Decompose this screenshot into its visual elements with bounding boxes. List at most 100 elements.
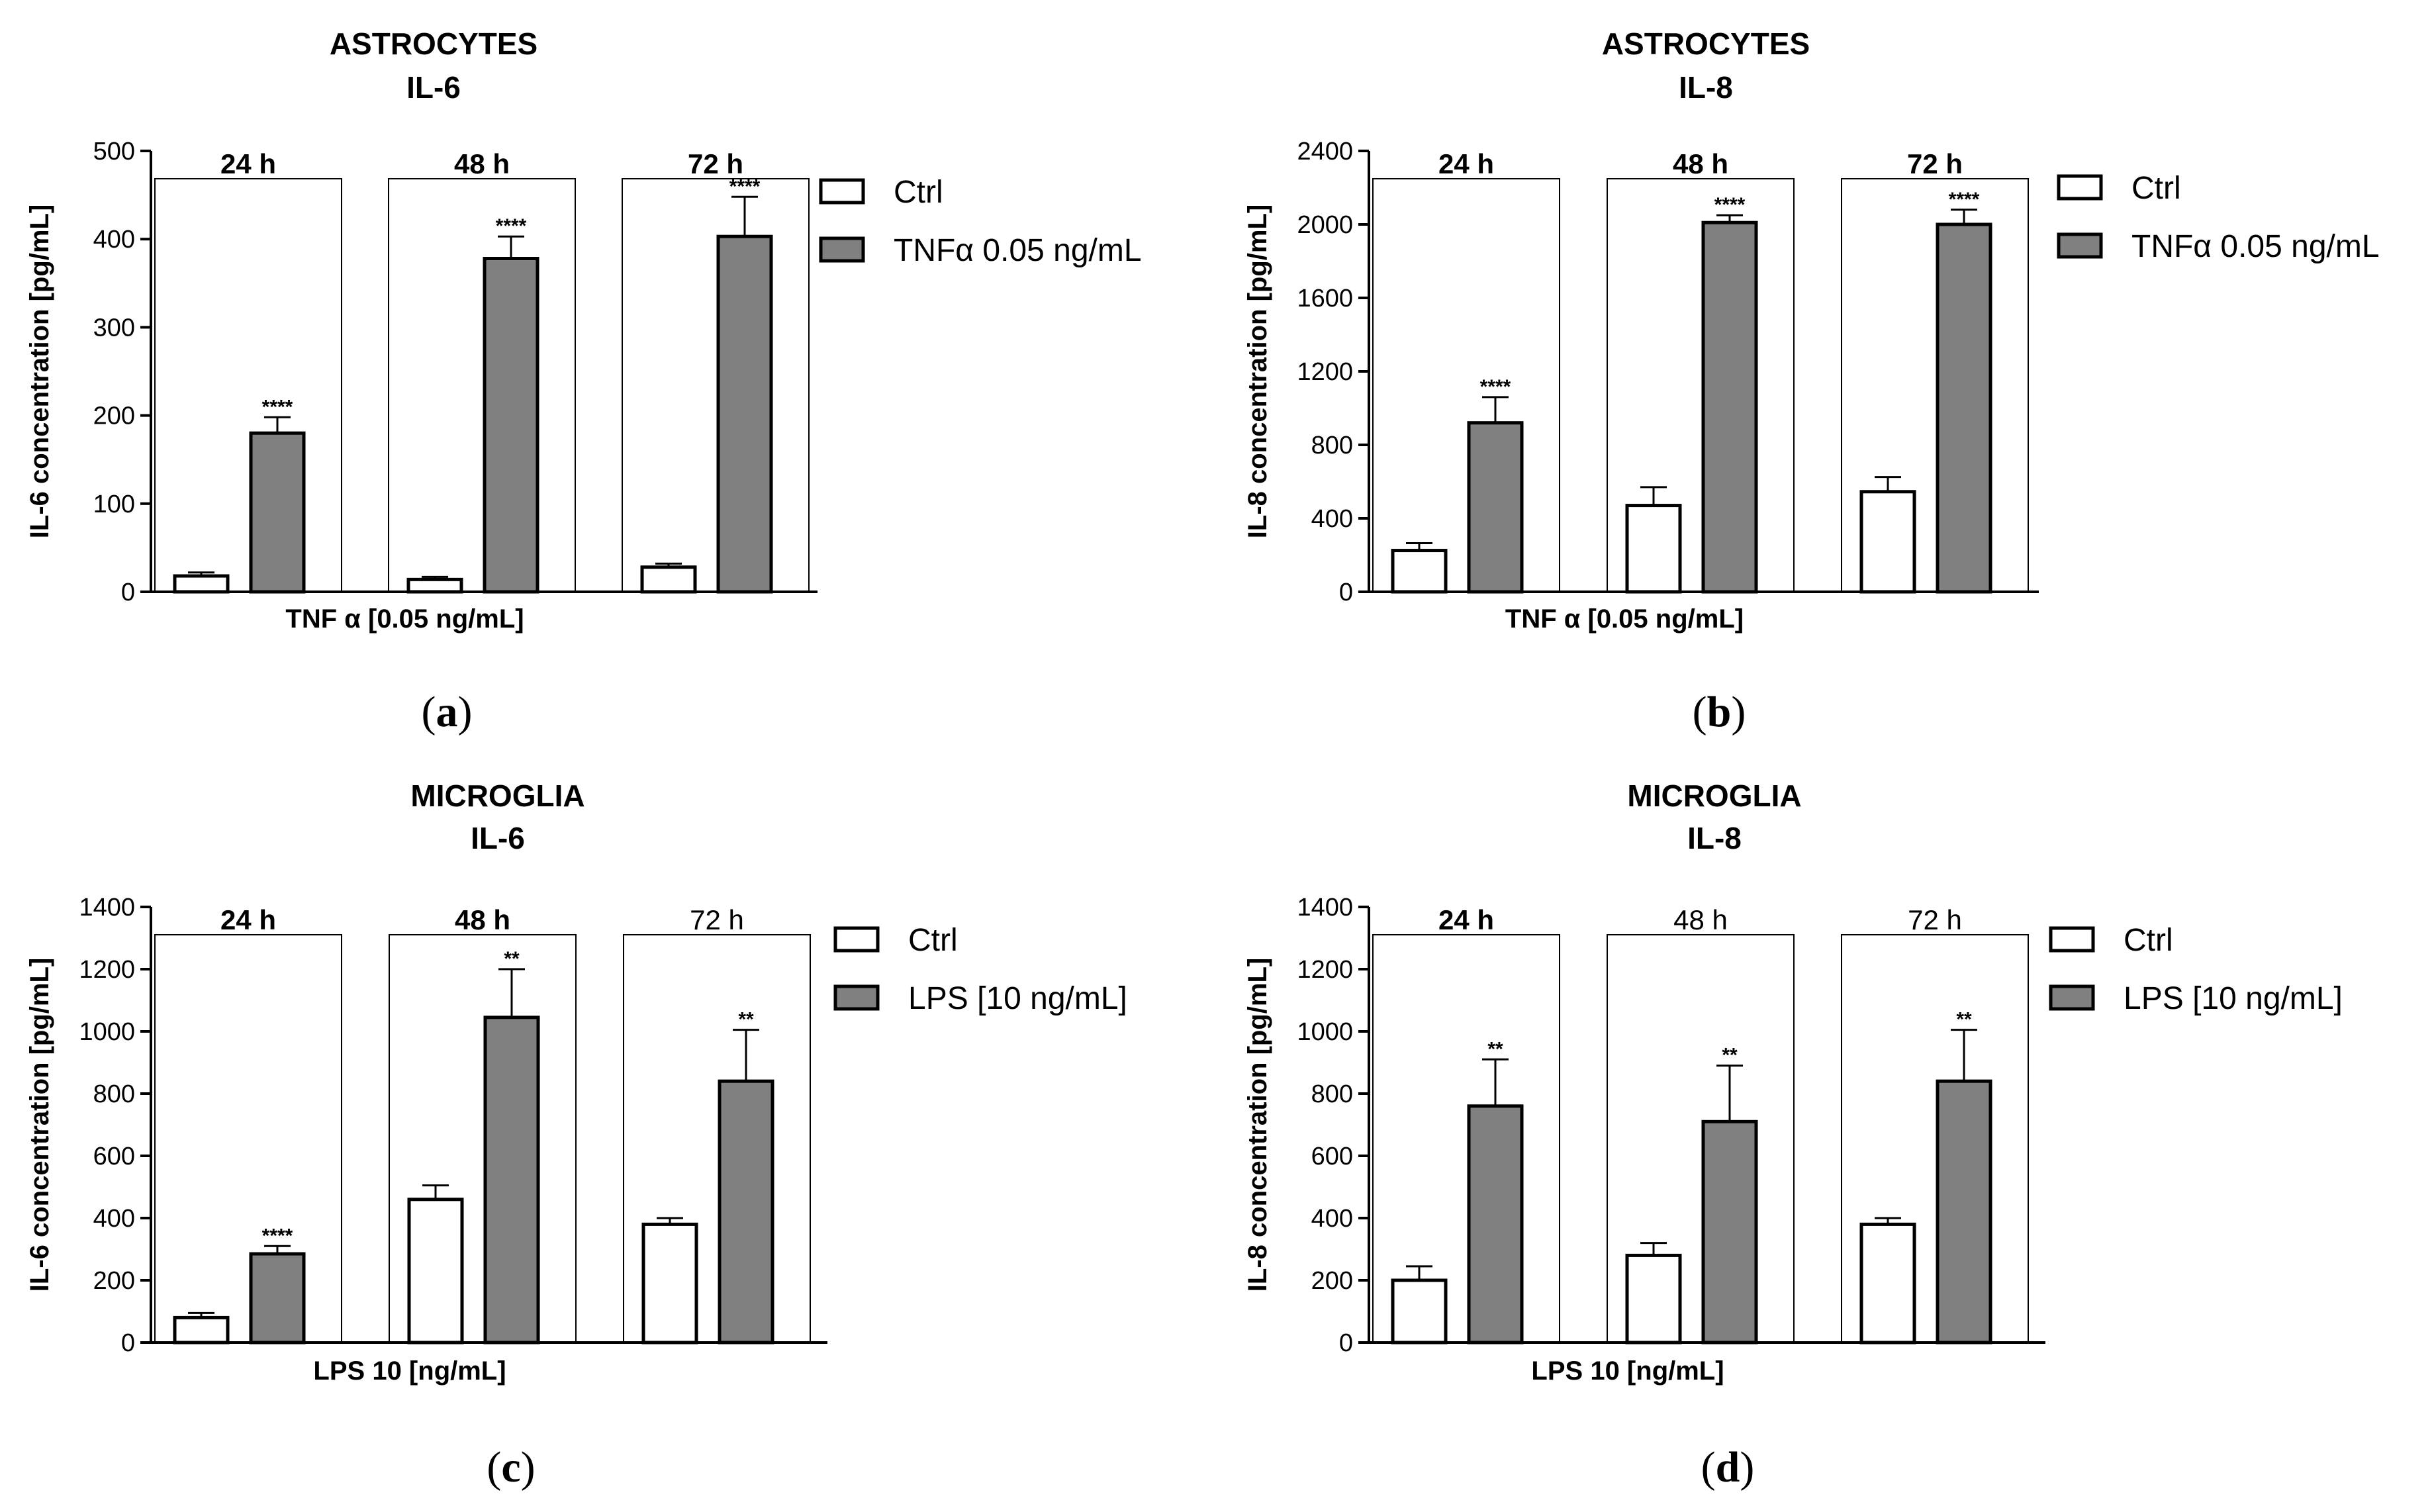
panel-caption: (d) (1701, 1443, 1755, 1491)
significance-label: ** (1722, 1045, 1738, 1066)
chart-title: ASTROCYTES (1602, 26, 1810, 61)
legend-label: Ctrl (894, 175, 943, 210)
y-axis-label: IL-6 concentration [pg/mL] (25, 958, 54, 1292)
y-tick-label: 600 (93, 1143, 135, 1170)
legend-label: TNFα 0.05 ng/mL (2131, 229, 2380, 264)
category-label: 48 h (1673, 148, 1728, 179)
y-tick-label: 1200 (79, 956, 135, 984)
y-tick-label: 400 (93, 226, 135, 254)
chart-title: ASTROCYTES (330, 26, 538, 61)
bar (1859, 1222, 1916, 1345)
category-label: 24 h (1438, 148, 1494, 179)
category-label: 72 h (690, 904, 744, 935)
chart-subtitle: IL-8 (1679, 70, 1733, 105)
category-label: 72 h (1908, 904, 1962, 935)
bar (406, 577, 463, 594)
bar (1467, 1104, 1524, 1345)
x-axis-label: TNF α [0.05 ng/mL] (1505, 604, 1744, 634)
legend-swatch (819, 236, 865, 263)
y-tick-label: 1400 (79, 894, 135, 921)
bar (249, 1252, 306, 1345)
bar (1859, 490, 1916, 594)
panel-caption: (a) (422, 688, 473, 736)
bar (1936, 1079, 1992, 1345)
bar (1936, 222, 1992, 594)
group-box (154, 178, 342, 592)
bar (716, 234, 773, 594)
group-box (388, 178, 576, 592)
y-tick-label: 800 (1311, 1080, 1353, 1108)
bar (173, 1315, 230, 1345)
y-tick-label: 800 (1311, 432, 1353, 459)
bar (1391, 1278, 1448, 1345)
significance-label: **** (1949, 189, 1980, 211)
significance-label: ** (1956, 1009, 1972, 1031)
bar (1701, 220, 1758, 594)
bar (483, 257, 539, 594)
chart-subtitle: IL-6 (471, 821, 525, 855)
y-tick-label: 400 (1311, 1205, 1353, 1233)
legend-swatch (2049, 926, 2095, 953)
y-tick-label: 0 (1339, 1329, 1353, 1357)
chart-subtitle: IL-8 (1687, 821, 1742, 855)
x-axis-label: TNF α [0.05 ng/mL] (285, 604, 524, 634)
legend-label: LPS [10 ng/mL] (908, 981, 1127, 1016)
bar (640, 565, 697, 594)
bar (249, 431, 306, 594)
bar (1391, 549, 1448, 594)
significance-label: **** (1714, 194, 1746, 216)
x-axis-label: LPS 10 [ng/mL] (313, 1356, 506, 1386)
y-axis-label: IL-8 concentration [pg/mL] (1243, 958, 1272, 1292)
bar (1467, 421, 1524, 594)
chart-subtitle: IL-6 (406, 70, 461, 105)
panel-caption: (b) (1693, 688, 1746, 736)
legend-swatch (833, 984, 880, 1011)
x-axis-label: LPS 10 [ng/mL] (1531, 1356, 1724, 1386)
category-label: 72 h (688, 148, 743, 179)
y-tick-label: 1600 (1297, 285, 1353, 312)
legend-swatch (2057, 232, 2103, 259)
y-tick-label: 600 (1311, 1143, 1353, 1170)
y-tick-label: 2400 (1297, 138, 1353, 165)
y-tick-label: 300 (93, 314, 135, 342)
bar (173, 574, 230, 594)
y-tick-label: 100 (93, 491, 135, 518)
bar (1625, 1253, 1682, 1345)
y-tick-label: 0 (121, 579, 135, 606)
y-tick-label: 200 (93, 402, 135, 430)
legend-label: Ctrl (908, 923, 958, 958)
significance-label: ** (1487, 1038, 1503, 1060)
significance-label: ** (504, 948, 520, 970)
y-tick-label: 400 (1311, 505, 1353, 533)
y-tick-label: 1000 (1297, 1018, 1353, 1046)
y-tick-label: 1200 (1297, 358, 1353, 386)
y-tick-label: 500 (93, 138, 135, 165)
y-tick-label: 800 (93, 1080, 135, 1108)
legend-swatch (2057, 174, 2103, 201)
y-tick-label: 1400 (1297, 894, 1353, 921)
legend-swatch (819, 178, 865, 205)
category-label: 72 h (1907, 148, 1963, 179)
y-tick-label: 1000 (79, 1018, 135, 1046)
legend-swatch (833, 926, 880, 953)
panel-b-il8-astrocytes: ASTROCYTES IL-8 24 h 48 h 72 h 0 400 800 1200 160… (1243, 26, 2380, 736)
bar (1625, 504, 1682, 594)
y-tick-label: 400 (93, 1205, 135, 1233)
category-label: 48 h (455, 904, 510, 935)
panel-c-il6-microglia: MICROGLIA IL-6 24 h 48 h 72 h 0 200 400 600 800 10… (25, 779, 1127, 1491)
significance-label: **** (1480, 376, 1511, 398)
y-tick-label: 0 (1339, 579, 1353, 606)
significance-label: **** (262, 396, 293, 418)
group-box (622, 178, 810, 592)
y-tick-label: 200 (1311, 1267, 1353, 1295)
legend-label: Ctrl (2131, 171, 2181, 206)
y-tick-label: 200 (93, 1267, 135, 1295)
chart-title: MICROGLIA (1627, 779, 1801, 813)
bar (641, 1222, 698, 1345)
significance-label: ** (738, 1009, 754, 1031)
category-label: 24 h (220, 904, 276, 935)
bar (718, 1079, 774, 1345)
legend-swatch (2049, 984, 2095, 1011)
chart-title: MICROGLIA (410, 779, 585, 813)
